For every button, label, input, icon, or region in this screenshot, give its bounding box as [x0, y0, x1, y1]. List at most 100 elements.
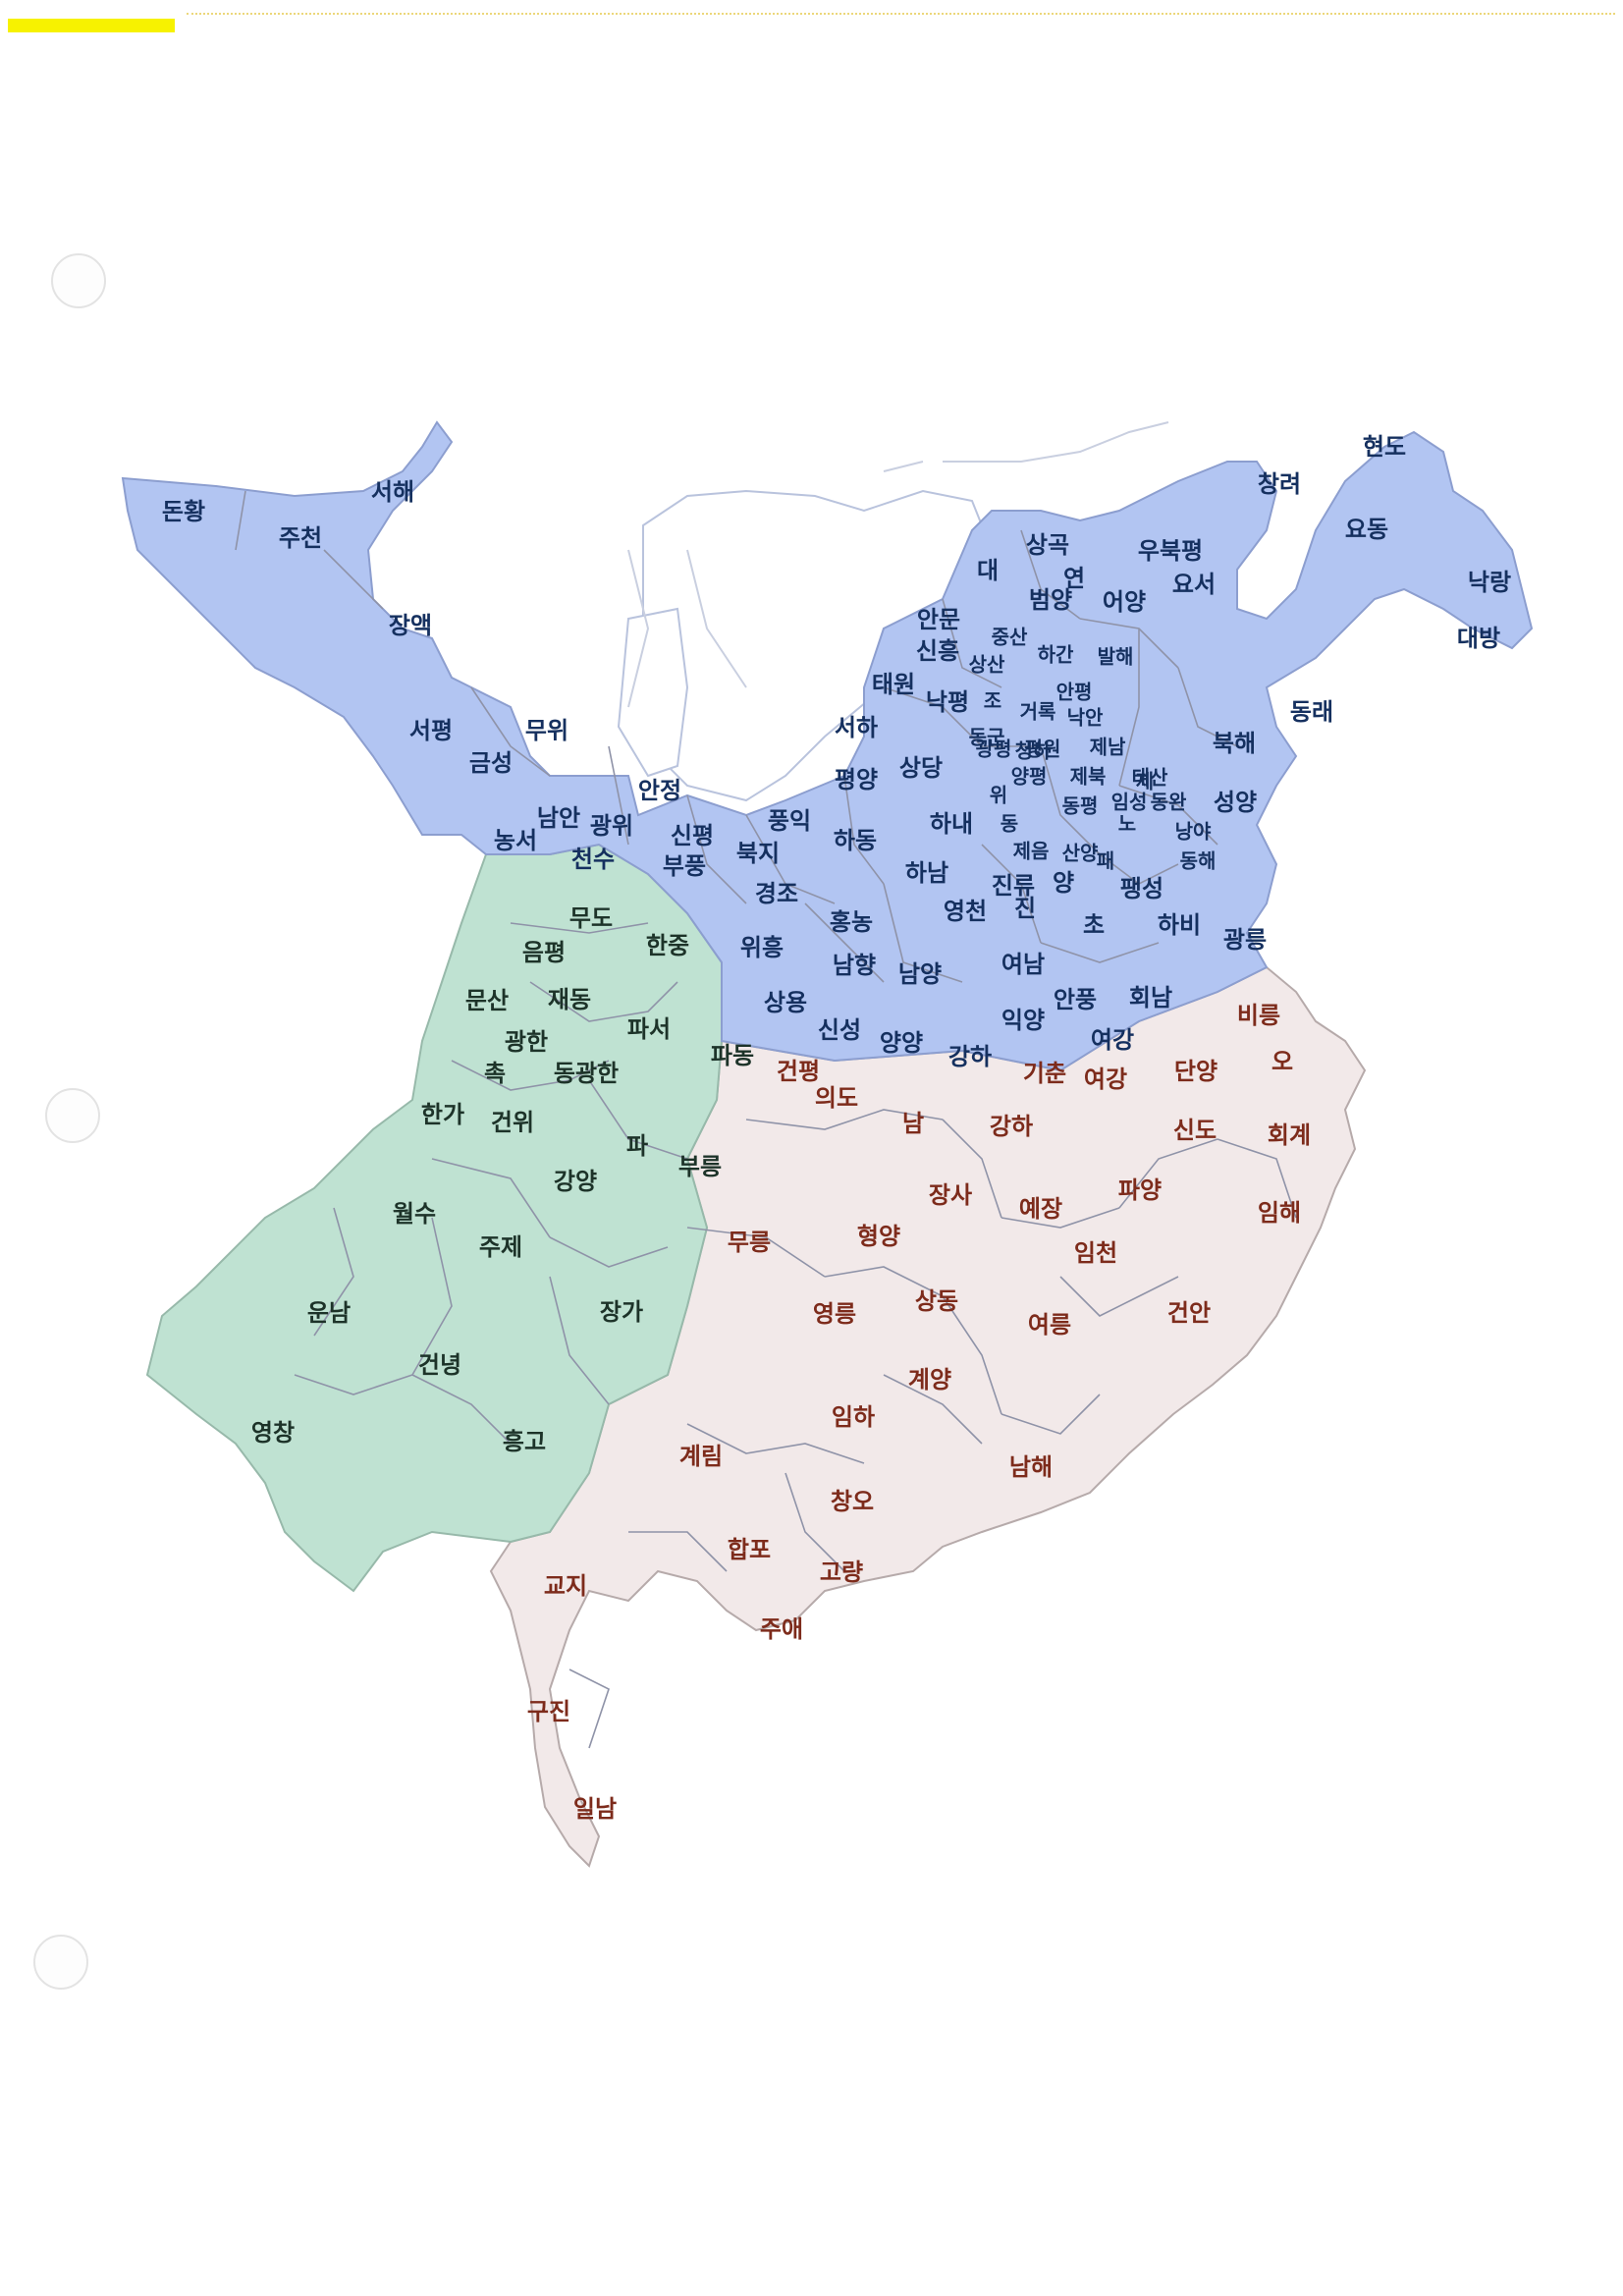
province-label-wei: 상산 [969, 653, 1005, 677]
province-label-wei: 하내 [930, 810, 973, 838]
province-label-wu: 남 [902, 1110, 924, 1137]
province-label-wei: 산양 [1062, 842, 1099, 865]
province-label-wei: 노 [1118, 812, 1136, 836]
province-label-wei: 제음 [1013, 840, 1050, 863]
province-label-wei: 안문 [917, 606, 960, 633]
province-label-wei: 영천 [944, 898, 987, 925]
province-label-wei: 위 [990, 784, 1007, 807]
province-label-wu: 일남 [573, 1795, 617, 1823]
province-label-wei: 위흥 [740, 934, 784, 961]
province-label-wei: 태산 [1132, 766, 1168, 790]
province-label-wei: 무위 [525, 717, 568, 744]
province-label-wei: 평양 [835, 766, 878, 793]
province-label-wei: 안풍 [1054, 986, 1097, 1013]
province-label-wei: 농서 [494, 827, 537, 854]
province-label-wu: 신도 [1173, 1117, 1217, 1144]
province-label-wei: 중산 [992, 626, 1028, 649]
province-label-wei: 경조 [755, 880, 798, 907]
province-label-wei: 동해 [1180, 849, 1217, 873]
province-borders-wei [235, 490, 1238, 983]
province-label-wu: 건평 [777, 1058, 820, 1085]
province-label-wei: 안평 [1056, 681, 1093, 704]
province-label-wei: 창려 [1258, 470, 1301, 498]
province-label-shu: 영창 [251, 1419, 295, 1447]
province-label-wei: 장액 [389, 612, 432, 639]
province-label-wei: 하남 [905, 859, 948, 887]
yellow-scan-mark [8, 19, 175, 32]
province-label-wei: 진류 [992, 872, 1035, 900]
region-shu [145, 843, 723, 1593]
province-label-wu: 임해 [1258, 1199, 1301, 1227]
province-label-wu: 주애 [760, 1615, 803, 1643]
province-label-wu: 형양 [857, 1223, 900, 1250]
province-label-wu: 남해 [1009, 1453, 1053, 1481]
province-label-shu: 강양 [554, 1168, 597, 1195]
province-label-wei: 천수 [571, 846, 615, 873]
province-label-wei: 홍농 [830, 908, 873, 936]
province-label-wei: 남양 [898, 960, 942, 988]
province-label-wei: 광위 [590, 812, 633, 840]
region-wu [489, 965, 1367, 1868]
province-label-wei: 북지 [736, 840, 780, 867]
province-label-wei: 광평 [976, 738, 1012, 761]
province-label-wei: 하비 [1158, 911, 1201, 939]
province-label-wei: 연 [1063, 565, 1085, 592]
province-label-wu: 의도 [815, 1084, 858, 1112]
province-label-wei: 초 [1083, 911, 1105, 939]
province-label-wu: 여강 [1084, 1066, 1127, 1093]
province-label-wu: 교지 [544, 1572, 587, 1600]
province-label-wei: 팽성 [1120, 875, 1163, 902]
province-label-wei: 낙안 [1067, 706, 1104, 730]
province-label-wei: 요동 [1345, 516, 1388, 543]
province-label-wei: 조 [984, 689, 1001, 713]
province-label-wu: 여릉 [1028, 1311, 1071, 1339]
province-label-wei: 양평 [1011, 765, 1048, 789]
province-label-wei: 대 [977, 557, 999, 584]
province-label-wei: 동군 [969, 726, 1005, 749]
province-label-wei: 금성 [469, 749, 513, 777]
province-label-wei: 성양 [1214, 789, 1257, 816]
province-label-wei: 임성 [1111, 791, 1148, 814]
province-label-wu: 구진 [527, 1698, 570, 1725]
province-label-wei: 평원 [1025, 738, 1061, 761]
province-label-shu: 재동 [548, 986, 591, 1013]
province-label-wei: 낙랑 [1468, 569, 1511, 596]
province-label-wei: 양양 [880, 1029, 923, 1057]
province-label-wei: 부풍 [663, 852, 706, 880]
province-label-wei: 돈황 [162, 498, 205, 525]
region-wei [121, 420, 1534, 1072]
province-label-wei: 풍익 [768, 807, 811, 835]
province-label-wei: 익양 [1001, 1007, 1045, 1034]
province-label-wei: 범양 [1029, 586, 1072, 614]
scan-top-edge-line [187, 13, 1615, 15]
province-label-wei: 제북 [1070, 765, 1107, 789]
province-label-shu: 촉 [484, 1060, 506, 1087]
province-label-wei: 태원 [872, 671, 915, 698]
province-label-wei: 패 [1097, 849, 1114, 873]
province-label-wu: 파양 [1118, 1176, 1162, 1204]
province-label-wei: 동 [1001, 812, 1018, 836]
province-label-shu: 무도 [569, 904, 613, 932]
province-label-wu: 임천 [1074, 1239, 1117, 1267]
province-label-wei: 북해 [1213, 730, 1256, 757]
province-label-shu: 운남 [307, 1299, 351, 1327]
province-label-shu: 동광한 [554, 1060, 619, 1087]
province-label-wu: 계양 [908, 1366, 951, 1394]
province-label-shu: 월수 [393, 1200, 436, 1228]
province-label-wei: 하간 [1038, 643, 1074, 667]
province-label-wu: 기춘 [1023, 1060, 1066, 1087]
province-label-shu: 주제 [479, 1233, 522, 1261]
province-label-wu: 회계 [1268, 1121, 1311, 1149]
province-label-wu: 고량 [820, 1558, 863, 1586]
province-label-shu: 한가 [421, 1101, 464, 1128]
province-label-wu: 비릉 [1237, 1002, 1280, 1029]
steppe-west [617, 607, 689, 778]
province-label-shu: 파동 [711, 1042, 754, 1069]
province-label-wu: 계림 [679, 1443, 723, 1470]
punch-hole-top [51, 253, 106, 308]
